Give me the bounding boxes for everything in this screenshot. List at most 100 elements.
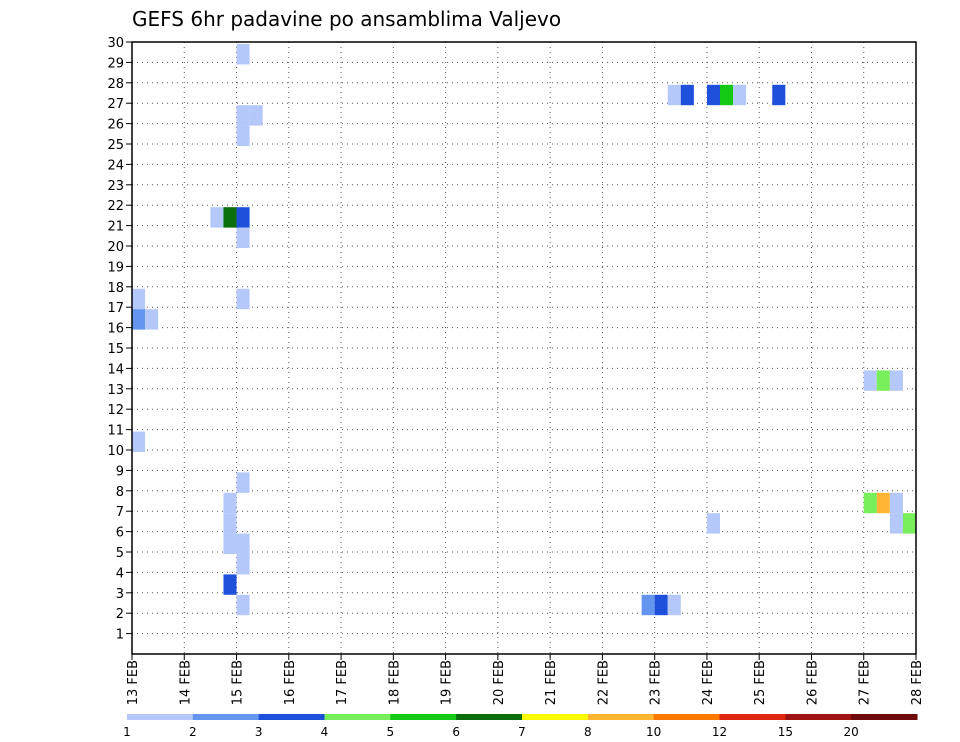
- precip-cell: [889, 492, 903, 514]
- y-tick-label: 12: [107, 403, 124, 418]
- precip-cell: [236, 44, 250, 65]
- precip-cell: [889, 513, 903, 534]
- y-tick-label: 27: [107, 97, 124, 112]
- y-tick-label: 28: [107, 77, 124, 92]
- precip-cell: [863, 370, 877, 391]
- precip-cell: [667, 84, 681, 106]
- x-tick-label: 28 FEB: [910, 660, 925, 705]
- precip-cell: [889, 370, 903, 391]
- precip-cell: [236, 472, 250, 493]
- y-tick-label: 10: [107, 444, 124, 459]
- precip-cell: [236, 533, 250, 554]
- y-tick-label: 11: [107, 424, 124, 439]
- precip-cell: [902, 513, 916, 534]
- y-tick-label: 9: [116, 464, 124, 479]
- y-tick-label: 30: [107, 36, 124, 51]
- precip-cell: [876, 492, 890, 514]
- x-tick-label: 27 FEB: [858, 660, 873, 705]
- x-tick-label: 16 FEB: [283, 660, 298, 705]
- y-tick-label: 23: [107, 179, 124, 194]
- legend-label: 8: [584, 725, 592, 739]
- legend-color-swatch: [258, 714, 325, 720]
- y-tick-label: 14: [107, 362, 124, 377]
- legend-label: 15: [778, 725, 793, 739]
- precip-cell: [667, 594, 681, 616]
- chart-title: GEFS 6hr padavine po ansamblima Valjevo: [132, 7, 561, 31]
- x-tick-label: 19 FEB: [440, 660, 455, 705]
- y-tick-label: 7: [116, 505, 124, 520]
- y-tick-label: 22: [107, 199, 124, 214]
- precip-cell: [223, 207, 237, 228]
- legend-color-swatch: [456, 714, 523, 720]
- y-tick-label: 16: [107, 322, 124, 337]
- x-tick-label: 14 FEB: [178, 660, 193, 705]
- x-axis: 13 FEB 14 FEB 15 FEB 16 FEB 17 FEB 18 FEB 19 F…: [126, 654, 925, 705]
- precip-cell: [223, 574, 237, 595]
- y-tick-label: 26: [107, 118, 124, 133]
- precip-cell: [772, 84, 786, 106]
- precip-cell: [145, 309, 159, 330]
- precip-cell: [863, 492, 877, 514]
- x-tick-label: 15 FEB: [231, 660, 246, 705]
- y-tick-label: 8: [116, 485, 124, 500]
- y-tick-label: 6: [116, 526, 124, 541]
- x-tick-label: 18 FEB: [387, 660, 402, 705]
- color-legend: 1 2 3 4 5 6 7 8 10 12 15 20: [123, 714, 918, 739]
- y-tick-label: 19: [107, 260, 124, 275]
- legend-color-swatch: [653, 714, 720, 720]
- precip-cell: [132, 431, 146, 452]
- y-tick-label: 5: [116, 546, 124, 561]
- precip-cell: [210, 207, 224, 228]
- legend-label: 7: [518, 725, 526, 739]
- precip-cell: [236, 105, 250, 126]
- y-tick-label: 13: [107, 383, 124, 398]
- y-tick-label: 18: [107, 281, 124, 296]
- legend-label: 12: [712, 725, 727, 739]
- legend-label: 6: [452, 725, 460, 739]
- y-tick-label: 3: [116, 587, 124, 602]
- x-tick-label: 13 FEB: [126, 660, 141, 705]
- precip-cell: [876, 370, 890, 391]
- precip-cell: [236, 288, 250, 310]
- x-tick-label: 26 FEB: [805, 660, 820, 705]
- precip-cell: [223, 533, 237, 554]
- legend-label: 2: [189, 725, 197, 739]
- precip-cell: [236, 554, 250, 575]
- y-tick-label: 21: [107, 220, 124, 235]
- y-tick-label: 4: [116, 566, 124, 581]
- y-tick-label: 24: [107, 158, 124, 173]
- x-tick-label: 20 FEB: [492, 660, 507, 705]
- y-tick-label: 29: [107, 56, 124, 71]
- x-tick-label: 23 FEB: [649, 660, 664, 705]
- precip-cell: [236, 594, 250, 616]
- y-tick-label: 20: [107, 240, 124, 255]
- legend-color-swatch: [127, 714, 194, 720]
- x-tick-label: 21 FEB: [544, 660, 559, 705]
- precip-cell: [733, 84, 747, 106]
- legend-label: 3: [255, 725, 263, 739]
- precip-cell: [249, 105, 263, 126]
- precip-cell: [680, 84, 694, 106]
- precip-cell: [223, 492, 237, 514]
- precip-cell: [132, 309, 146, 330]
- precip-cell: [132, 288, 146, 310]
- y-tick-label: 25: [107, 138, 124, 153]
- legend-color-swatch: [719, 714, 786, 720]
- y-axis: 1234567891011121314151617181920212223242…: [107, 36, 132, 643]
- precip-cell: [223, 513, 237, 534]
- y-tick-label: 1: [116, 628, 124, 643]
- precip-cell: [236, 227, 250, 248]
- legend-color-swatch: [324, 714, 391, 720]
- x-tick-label: 22 FEB: [596, 660, 611, 705]
- legend-color-swatch: [522, 714, 589, 720]
- precip-cell: [706, 84, 720, 106]
- legend-color-swatch: [587, 714, 655, 720]
- precip-cell: [236, 125, 250, 146]
- precip-cell: [720, 84, 734, 106]
- legend-label: 1: [123, 725, 131, 739]
- precipitation-cells: [132, 44, 916, 616]
- precip-cell: [706, 513, 720, 534]
- x-tick-label: 25 FEB: [753, 660, 768, 705]
- x-tick-label: 24 FEB: [701, 660, 716, 705]
